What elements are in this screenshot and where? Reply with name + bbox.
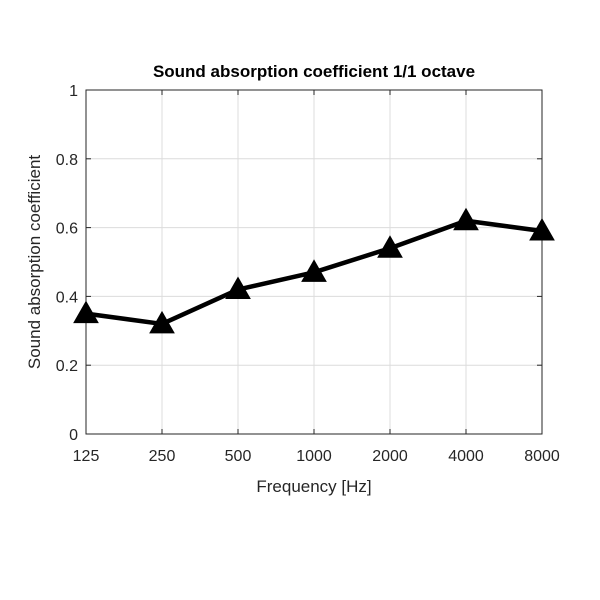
x-tick-label: 4000 [448, 448, 484, 465]
series-layer [73, 207, 555, 334]
data-point-marker [73, 300, 99, 324]
x-axis-label: Frequency [Hz] [256, 477, 371, 496]
data-point-marker [453, 207, 479, 231]
data-point-marker [149, 310, 175, 334]
x-tick-label: 500 [225, 448, 252, 465]
data-point-marker [225, 276, 251, 300]
y-tick-label: 0.8 [56, 152, 78, 169]
data-point-marker [529, 218, 555, 241]
x-tick-label: 125 [73, 448, 100, 465]
x-tick-label: 8000 [524, 448, 560, 465]
y-tick-label: 0.6 [56, 221, 78, 238]
y-tick-label: 0.2 [56, 358, 78, 375]
y-tick-label: 0 [69, 427, 78, 444]
y-tick-label: 1 [69, 83, 78, 100]
data-point-marker [301, 259, 327, 282]
y-axis-label: Sound absorption coefficient [25, 155, 44, 370]
ticks-layer: 125 250 500 1000 2000 4000 8000 0 0.2 0.4 0.6 0.8 1 [56, 83, 560, 465]
x-tick-label: 1000 [296, 448, 332, 465]
grid-layer [86, 90, 542, 434]
y-tick-label: 0.4 [56, 289, 78, 306]
chart-title: Sound absorption coefficient 1/1 octave [153, 62, 475, 81]
x-tick-label: 2000 [372, 448, 408, 465]
x-tick-label: 250 [149, 448, 176, 465]
data-point-marker [377, 235, 403, 258]
